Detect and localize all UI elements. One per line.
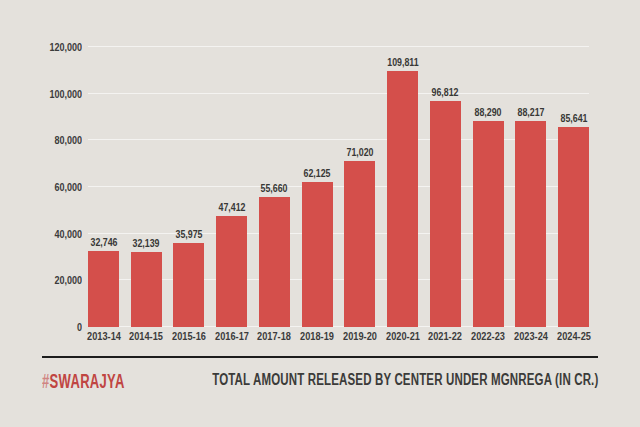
bar-2019-20 — [344, 161, 375, 327]
y-tick-label: 100,000 — [31, 87, 82, 101]
gridline — [88, 46, 589, 47]
x-tick-label: 2024-25 — [546, 330, 602, 342]
bar-value-label: 109,811 — [373, 56, 432, 68]
gridline — [88, 139, 589, 140]
y-tick-label: 0 — [31, 320, 82, 334]
y-tick-label: 120,000 — [31, 40, 82, 54]
bar-chart-plot-area: 32,74632,13935,97547,41255,66062,12571,0… — [88, 47, 589, 327]
gridline — [88, 186, 589, 187]
x-axis-labels: 2013-142014-152015-162016-172017-182018-… — [88, 330, 589, 346]
bar-2015-16 — [173, 243, 204, 327]
bar-value-label: 35,975 — [160, 228, 219, 240]
bar-value-label: 96,812 — [416, 86, 475, 98]
bar-value-label: 71,020 — [330, 146, 389, 158]
bar-value-label: 47,412 — [202, 201, 261, 213]
bar-value-label: 62,125 — [288, 167, 347, 179]
y-tick-label: 80,000 — [31, 133, 82, 147]
gridline — [88, 93, 589, 94]
bar-2018-19 — [302, 182, 333, 327]
bar-2014-15 — [131, 252, 162, 327]
bar-2017-18 — [259, 197, 290, 327]
footer-divider — [42, 356, 598, 358]
bar-2021-22 — [430, 101, 461, 327]
swarajya-logo: #SWARAJYA — [42, 369, 125, 393]
bar-2016-17 — [216, 216, 247, 327]
logo-name: SWARAJYA — [50, 369, 125, 392]
bar-2024-25 — [558, 127, 589, 327]
gridline — [88, 279, 589, 280]
y-tick-label: 60,000 — [31, 180, 82, 194]
bar-value-label: 85,641 — [544, 112, 603, 124]
gridline — [88, 326, 589, 327]
bar-2022-23 — [473, 121, 504, 327]
y-axis-labels: 020,00040,00060,00080,000100,000120,000 — [20, 47, 82, 327]
y-tick-label: 20,000 — [31, 273, 82, 287]
bar-2013-14 — [88, 251, 119, 327]
logo-hash: # — [42, 369, 50, 392]
bar-2020-21 — [387, 71, 418, 327]
bar-2023-24 — [515, 121, 546, 327]
chart-title: TOTAL AMOUNT RELEASED BY CENTER UNDER MG… — [212, 371, 598, 389]
bar-value-label: 55,660 — [245, 182, 304, 194]
